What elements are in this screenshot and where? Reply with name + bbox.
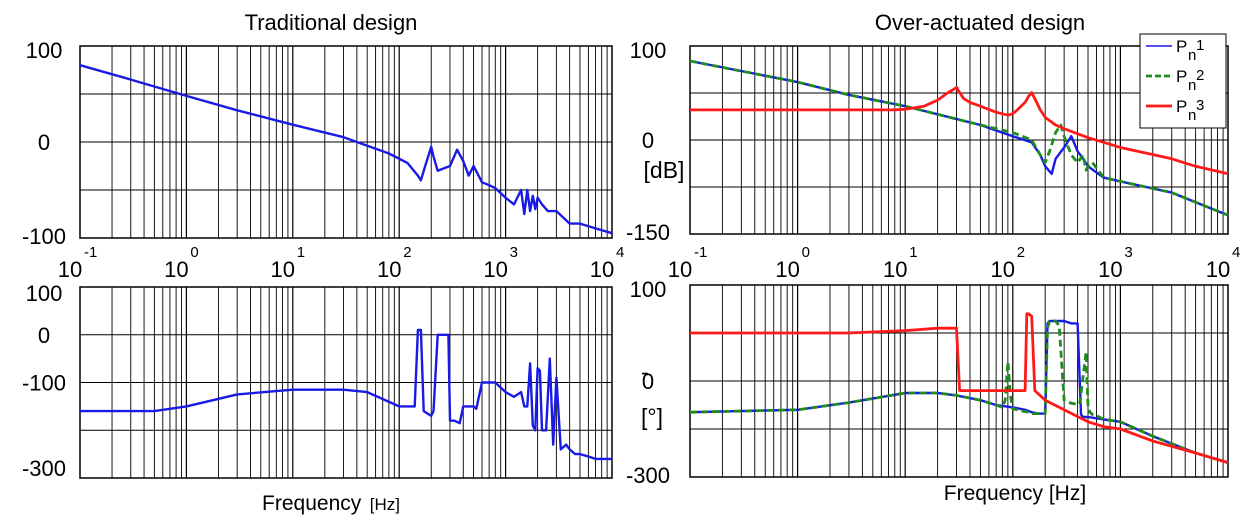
title-left: Traditional design bbox=[245, 10, 418, 35]
xlabel-left-main: Frequency bbox=[262, 492, 362, 515]
plot-over_phase: 100 0 -300 bbox=[626, 277, 1229, 488]
y-tick-label: 100 bbox=[630, 38, 667, 63]
y-tick-label: 0 bbox=[38, 130, 50, 155]
plot-over_mag: 100 0 -150 bbox=[626, 38, 1229, 245]
legend-label-sub: 3 bbox=[1196, 97, 1204, 114]
x-tick-label: 10 bbox=[1098, 257, 1122, 282]
legend-box bbox=[1139, 33, 1227, 129]
series-line-green bbox=[689, 59, 1229, 217]
series-line-blue bbox=[79, 64, 613, 235]
series-line-green bbox=[689, 319, 1229, 464]
title-right: Over-actuated design bbox=[875, 10, 1085, 35]
legend-label-sub: 1 bbox=[1196, 37, 1204, 54]
x-tick-exponent: 4 bbox=[1232, 244, 1240, 261]
series-line-red bbox=[690, 312, 1229, 464]
y-tick-label: 100 bbox=[26, 38, 63, 63]
legend-label-superscript: n bbox=[1188, 107, 1196, 124]
plot-frame bbox=[79, 45, 613, 239]
plot-frame bbox=[689, 45, 1229, 235]
x-tick-exponent: -1 bbox=[84, 244, 97, 261]
ylabel-phase: [°] bbox=[641, 404, 663, 430]
legend-label-main: P bbox=[1176, 37, 1187, 56]
x-tick-exponent: -1 bbox=[694, 244, 707, 261]
y-tick-label: 0 bbox=[642, 369, 654, 394]
x-tick-exponent: 3 bbox=[1124, 244, 1132, 261]
xlabel-right: Frequency [Hz] bbox=[944, 482, 1086, 505]
legend-label-main: P bbox=[1176, 97, 1187, 116]
y-tick-label: 0 bbox=[38, 323, 50, 348]
y-tick-label: 100 bbox=[630, 277, 667, 302]
series-line-blue bbox=[80, 328, 612, 461]
x-tick-exponent: 3 bbox=[510, 244, 518, 261]
x-tick-exponent: 0 bbox=[190, 244, 198, 261]
x-tick-exponent: 2 bbox=[403, 244, 411, 261]
legend-label-superscript: n bbox=[1188, 77, 1196, 94]
x-tick-exponent: 2 bbox=[1017, 244, 1025, 261]
y-tick-label: 0 bbox=[642, 128, 654, 153]
x-tick-exponent: 4 bbox=[616, 244, 624, 261]
ylabel-magnitude: [dB] bbox=[644, 157, 685, 183]
y-tick-label: 100 bbox=[26, 281, 63, 306]
x-tick-exponent: 1 bbox=[297, 244, 305, 261]
x-tick-label: 10 bbox=[58, 257, 82, 282]
y-tick-label: -150 bbox=[626, 220, 670, 245]
x-tick-label: 10 bbox=[483, 257, 507, 282]
legend-label-superscript: n bbox=[1188, 47, 1196, 64]
x-tick-label: 10 bbox=[164, 257, 188, 282]
x-tick-label: 10 bbox=[883, 257, 907, 282]
plot-frame bbox=[689, 284, 1229, 478]
series-line-red bbox=[690, 86, 1229, 176]
plot-frame bbox=[79, 286, 613, 479]
xlabel-left: Frequency [Hz] bbox=[262, 492, 400, 515]
legend-label-main: P bbox=[1176, 67, 1187, 86]
x-tick-label: 10 bbox=[271, 257, 295, 282]
y-tick-label: -100 bbox=[22, 224, 66, 249]
x-tick-label: 10 bbox=[991, 257, 1015, 282]
x-tick-label: 10 bbox=[590, 257, 614, 282]
plot-trad_mag: 100 0 -100 bbox=[22, 38, 613, 249]
xlabel-left-unit: [Hz] bbox=[370, 495, 400, 514]
legend-label-sub: 2 bbox=[1196, 67, 1204, 84]
x-tick-exponent: 1 bbox=[909, 244, 917, 261]
plot-trad_phase: 100 0 -100 -300 bbox=[22, 281, 613, 481]
x-tick-label: 10 bbox=[775, 257, 799, 282]
plots: 1000-1001000-100-3001000-1501000-30010-1… bbox=[22, 38, 1240, 488]
x-tick-label: 10 bbox=[377, 257, 401, 282]
y-tick-label: -300 bbox=[22, 456, 66, 481]
x-tick-label: 10 bbox=[668, 257, 692, 282]
ylabel-phase-dash: - bbox=[641, 359, 649, 385]
y-tick-label: -100 bbox=[22, 371, 66, 396]
x-tick-exponent: 0 bbox=[802, 244, 810, 261]
y-tick-label: -300 bbox=[626, 463, 670, 488]
x-tick-label: 10 bbox=[1206, 257, 1230, 282]
